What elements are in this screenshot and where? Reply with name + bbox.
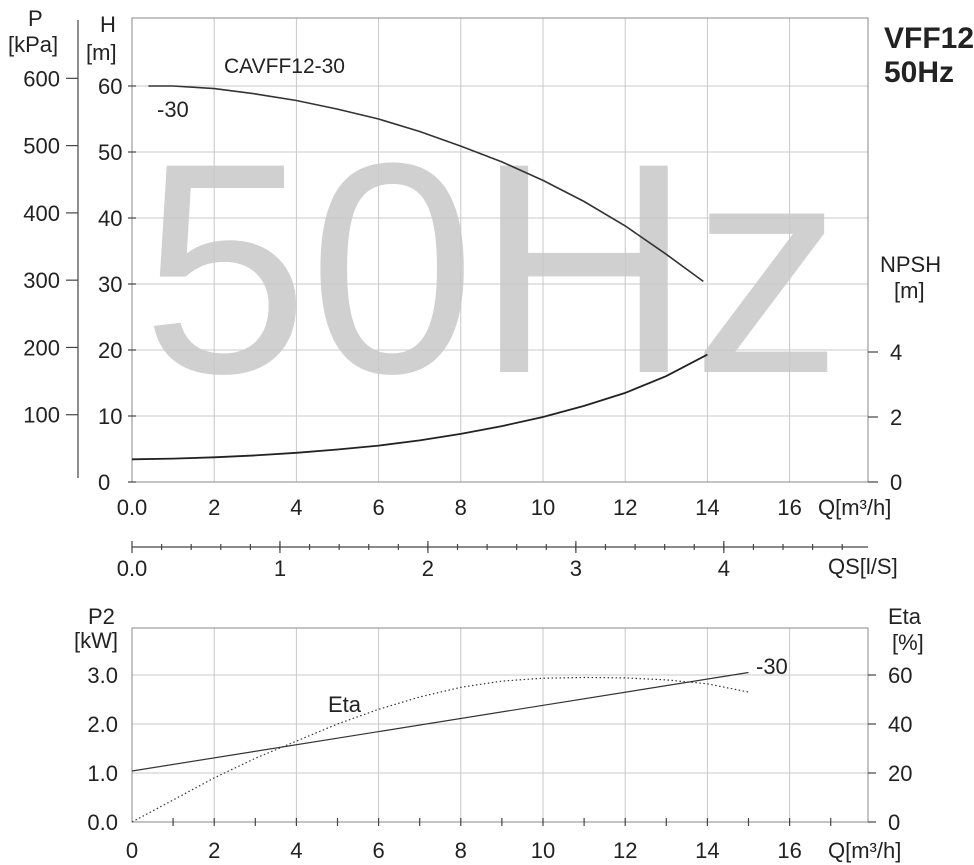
eta-curve-label: Eta: [328, 692, 362, 717]
bottom-x-tick-label: 0: [126, 838, 138, 863]
top-chart-ticks: 0 10 20 30 40 50 60 100 200 300 400 500 600 0 2 4 0.0 2 4 6…: [23, 20, 902, 520]
bottom-x-tick-label: 16: [777, 838, 801, 863]
p2-tick-label: 2.0: [87, 712, 118, 737]
bottom-chart-curves: [131, 671, 749, 823]
npsh-axis-label: NPSH: [880, 252, 941, 277]
top-x-axis-unit: Q[m³/h]: [818, 495, 891, 520]
h-tick-label: 30: [98, 272, 122, 297]
top-x-tick-label: 16: [777, 495, 801, 520]
top-x-tick-label: 2: [208, 495, 220, 520]
qs-tick-label: 2: [422, 556, 434, 581]
eta-axis-label: Eta: [888, 604, 922, 629]
top-x-tick-label: 10: [531, 495, 555, 520]
top-x-tick-label: 6: [372, 495, 384, 520]
h-tick-label: 60: [98, 74, 122, 99]
bottom-chart-frame: [131, 627, 869, 823]
top-x-tick-label: 14: [695, 495, 719, 520]
model-title: VFF12: [884, 22, 974, 55]
npsh-tick-label: 2: [890, 405, 902, 430]
bottom-chart-grid: [131, 628, 868, 822]
npsh-axis-unit: [m]: [894, 278, 925, 303]
qs-tick-label: 1: [274, 556, 286, 581]
h-tick-label: 0: [98, 470, 110, 495]
top-x-tick-label: 8: [455, 495, 467, 520]
top-chart-grid: [131, 18, 868, 482]
top-x-tick-label: 4: [290, 495, 302, 520]
h-tick-label: 40: [98, 206, 122, 231]
npsh-tick-label: 4: [890, 340, 902, 365]
frequency-title: 50Hz: [884, 56, 954, 89]
p-axis-unit: [kPa]: [8, 32, 58, 57]
qs-tick-label: 3: [570, 556, 582, 581]
top-chart-curves: [131, 85, 708, 461]
qs-tick-label: 0.0: [117, 556, 148, 581]
p-tick-label: 600: [23, 66, 60, 91]
bottom-x-tick-label: 10: [531, 838, 555, 863]
bottom-x-tick-label: 12: [613, 838, 637, 863]
eta-curve: [131, 676, 749, 823]
p-tick-label: 300: [23, 268, 60, 293]
top-chart-frame: [131, 17, 869, 483]
watermark-50hz: 50Hz: [142, 100, 842, 436]
eta-tick-label: 60: [888, 663, 912, 688]
h-tick-label: 20: [98, 338, 122, 363]
top-x-tick-label: 0.0: [117, 495, 148, 520]
p2-curve-label: -30: [756, 654, 788, 679]
qs-axis-unit: QS[l/S]: [828, 554, 898, 579]
bottom-x-axis-unit: Q[m³/h]: [828, 838, 901, 863]
p-tick-label: 500: [23, 134, 60, 159]
h-tick-label: 50: [98, 140, 122, 165]
eta-tick-label: 20: [888, 761, 912, 786]
h-axis-unit: [m]: [86, 40, 117, 65]
qs-axis: 0.0 1 2 3 4: [117, 541, 868, 581]
p-tick-label: 200: [23, 335, 60, 360]
p-tick-label: 400: [23, 201, 60, 226]
npsh-curve: [131, 353, 708, 461]
p-axis-label: P: [28, 6, 43, 31]
p2-tick-label: 1.0: [87, 761, 118, 786]
eta-tick-label: 0: [888, 810, 900, 835]
bottom-x-tick-label: 6: [372, 838, 384, 863]
p2-curve-30: [131, 671, 749, 772]
bottom-x-tick-label: 8: [455, 838, 467, 863]
bottom-x-tick-label: 4: [290, 838, 302, 863]
top-x-tick-label: 12: [613, 495, 637, 520]
npsh-tick-label: 0: [890, 470, 902, 495]
p2-axis-unit: [kW]: [74, 628, 118, 653]
h-curve-cavff12-30: [148, 85, 704, 283]
p-tick-label: 100: [23, 403, 60, 428]
eta-axis-unit: [%]: [892, 630, 924, 655]
qs-tick-label: 4: [718, 556, 730, 581]
bottom-x-tick-label: 2: [208, 838, 220, 863]
p2-tick-label: 0.0: [87, 810, 118, 835]
p2-tick-label: 3.0: [87, 663, 118, 688]
series-name-cavff12-30: CAVFF12-30: [224, 55, 345, 78]
bottom-x-tick-label: 14: [695, 838, 719, 863]
eta-tick-label: 40: [888, 712, 912, 737]
p2-axis-label: P2: [88, 604, 115, 629]
bottom-chart-ticks: 0.0 1.0 2.0 3.0 0 20 40 60 0 2 4 6 8 10 12 14 16: [87, 663, 912, 863]
h-tick-label: 10: [98, 404, 122, 429]
h-axis-label: H: [100, 12, 116, 37]
curve-label-30: -30: [157, 97, 189, 122]
